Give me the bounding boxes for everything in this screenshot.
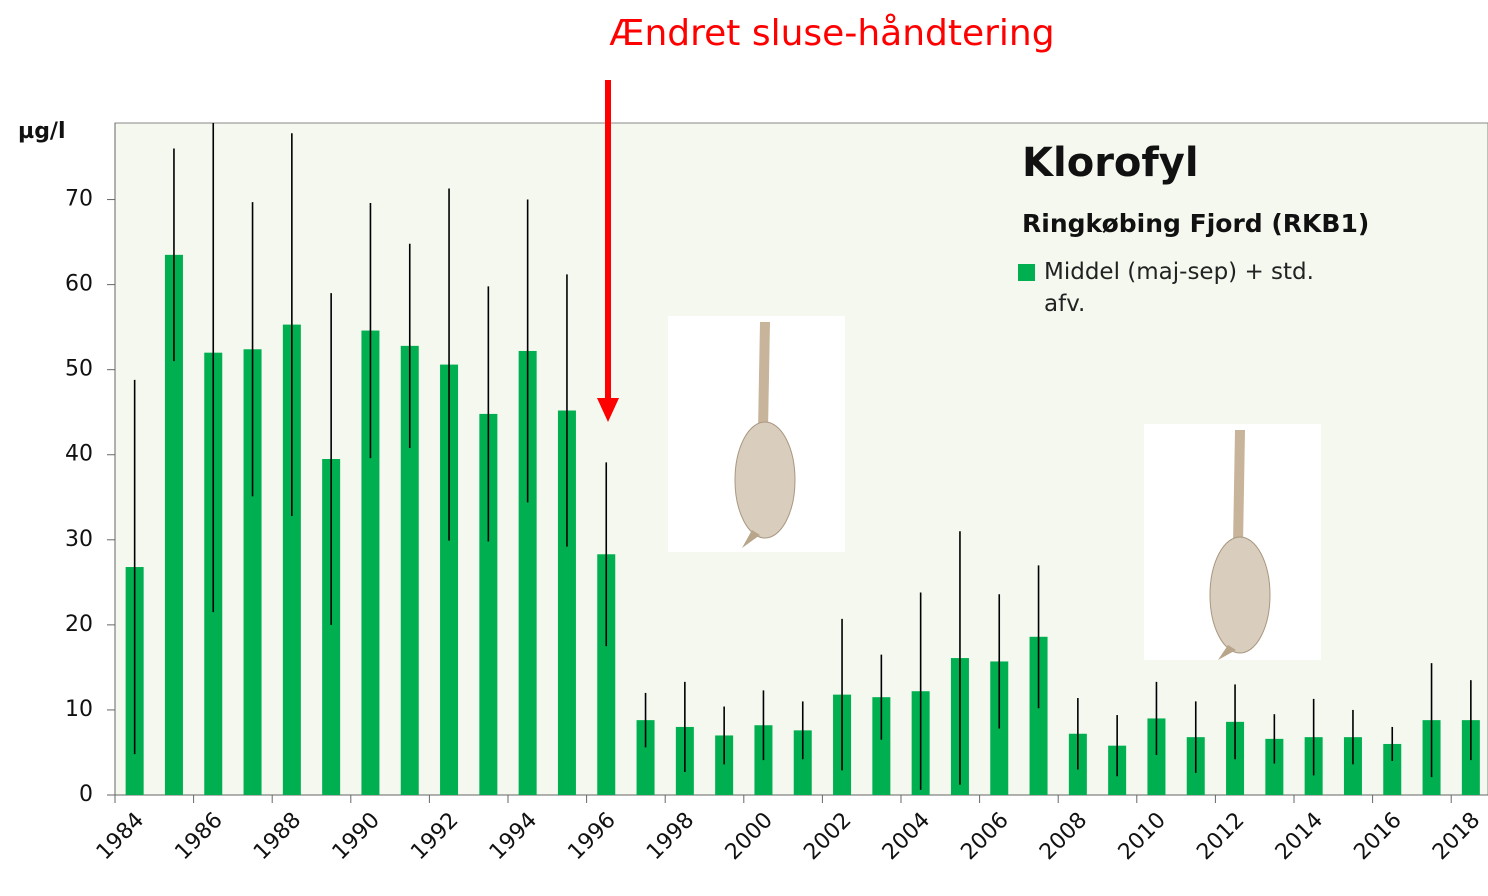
x-tick-label: 2018 <box>1428 808 1485 865</box>
chart-subtitle: Ringkøbing Fjord (RKB1) <box>1022 209 1369 238</box>
x-tick-label: 2000 <box>721 808 778 865</box>
x-tick-label: 2006 <box>956 808 1013 865</box>
x-tick-label: 2004 <box>878 808 935 865</box>
y-tick-label: 0 <box>79 782 93 807</box>
y-tick-label: 70 <box>65 187 93 212</box>
x-tick-label: 2008 <box>1035 808 1092 865</box>
x-tick-label: 1992 <box>406 808 463 865</box>
x-tick-label: 2010 <box>1114 808 1171 865</box>
y-tick-label: 40 <box>65 442 93 467</box>
x-tick-label: 2014 <box>1271 808 1328 865</box>
y-tick-label: 20 <box>65 612 93 637</box>
x-tick-label: 1994 <box>485 808 542 865</box>
x-tick-label: 1984 <box>92 808 149 865</box>
chart-title: Klorofyl <box>1022 140 1199 186</box>
legend: Middel (maj-sep) + std. afv. <box>1018 256 1318 320</box>
x-tick-label: 1986 <box>170 808 227 865</box>
chart: Ændret sluse-håndtering Klorofyl Ringkøb… <box>0 0 1488 892</box>
x-tick-label: 1998 <box>642 808 699 865</box>
y-tick-label: 30 <box>65 527 93 552</box>
y-tick-label: 50 <box>65 357 93 382</box>
y-axis-label: µg/l <box>18 119 66 144</box>
page: Ændret sluse-håndtering Klorofyl Ringkøb… <box>0 0 1488 892</box>
x-tick-label: 1988 <box>249 808 306 865</box>
x-tick-label: 1996 <box>563 808 620 865</box>
legend-swatch <box>1018 264 1035 281</box>
legend-label: Middel (maj-sep) + std. afv. <box>1044 259 1314 317</box>
y-tick-label: 10 <box>65 697 93 722</box>
x-tick-label: 1990 <box>328 808 385 865</box>
x-tick-label: 2012 <box>1192 808 1249 865</box>
x-tick-label: 2016 <box>1349 808 1406 865</box>
y-tick-label: 60 <box>65 272 93 297</box>
x-tick-label: 2002 <box>799 808 856 865</box>
annotation: Ændret sluse-håndtering <box>609 13 1054 54</box>
